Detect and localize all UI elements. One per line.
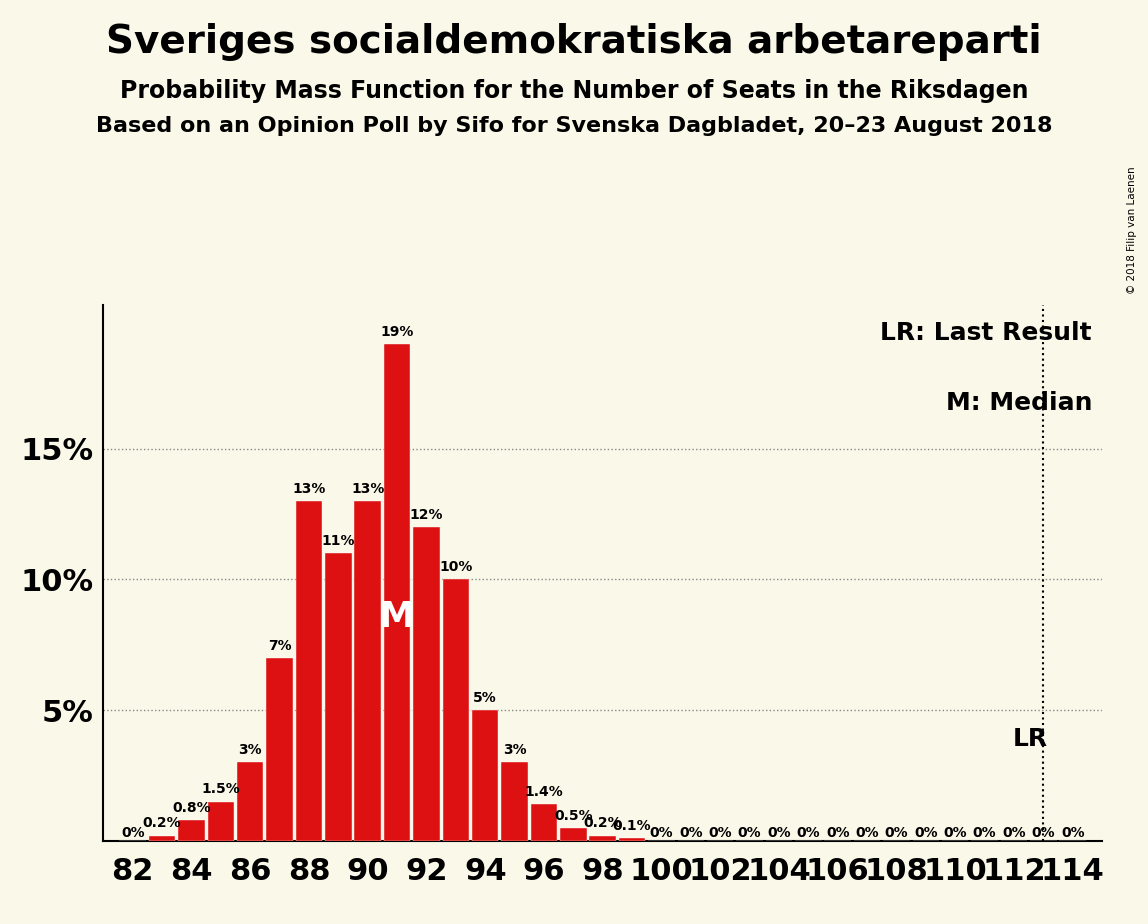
Text: Based on an Opinion Poll by Sifo for Svenska Dagbladet, 20–23 August 2018: Based on an Opinion Poll by Sifo for Sve…: [95, 116, 1053, 136]
Bar: [208, 802, 234, 841]
Bar: [560, 828, 587, 841]
Text: Sveriges socialdemokratiska arbetareparti: Sveriges socialdemokratiska arbetarepart…: [106, 23, 1042, 61]
Text: 0.8%: 0.8%: [172, 801, 211, 815]
Text: 3%: 3%: [239, 743, 262, 757]
Text: 0%: 0%: [708, 825, 732, 840]
Bar: [296, 501, 323, 841]
Text: Probability Mass Function for the Number of Seats in the Riksdagen: Probability Mass Function for the Number…: [119, 79, 1029, 103]
Text: 1.4%: 1.4%: [525, 785, 564, 799]
Bar: [472, 711, 498, 841]
Text: 3%: 3%: [503, 743, 527, 757]
Bar: [383, 344, 410, 841]
Text: 0%: 0%: [914, 825, 938, 840]
Text: 0.2%: 0.2%: [583, 817, 622, 831]
Text: LR: Last Result: LR: Last Result: [881, 321, 1092, 345]
Bar: [502, 762, 528, 841]
Text: M: M: [379, 601, 416, 634]
Bar: [149, 835, 176, 841]
Text: 0%: 0%: [1032, 825, 1055, 840]
Text: 0.1%: 0.1%: [613, 819, 651, 833]
Text: 11%: 11%: [321, 534, 355, 548]
Text: 12%: 12%: [410, 508, 443, 522]
Bar: [589, 835, 616, 841]
Text: 10%: 10%: [440, 560, 473, 574]
Text: 0%: 0%: [738, 825, 761, 840]
Text: 0%: 0%: [797, 825, 820, 840]
Text: 0.2%: 0.2%: [142, 817, 181, 831]
Bar: [413, 527, 440, 841]
Text: 13%: 13%: [351, 481, 385, 496]
Text: 0%: 0%: [678, 825, 703, 840]
Text: 1.5%: 1.5%: [201, 783, 240, 796]
Bar: [530, 804, 557, 841]
Bar: [443, 579, 470, 841]
Text: 0%: 0%: [855, 825, 879, 840]
Text: 5%: 5%: [473, 691, 497, 705]
Text: 0%: 0%: [825, 825, 850, 840]
Text: 0%: 0%: [944, 825, 967, 840]
Text: 0%: 0%: [972, 825, 996, 840]
Text: LR: LR: [1014, 727, 1048, 751]
Text: © 2018 Filip van Laenen: © 2018 Filip van Laenen: [1126, 166, 1137, 294]
Bar: [355, 501, 381, 841]
Text: 0%: 0%: [650, 825, 673, 840]
Bar: [619, 838, 645, 841]
Text: 19%: 19%: [380, 325, 413, 339]
Text: 0%: 0%: [767, 825, 791, 840]
Bar: [266, 658, 293, 841]
Bar: [178, 820, 204, 841]
Text: 0%: 0%: [1002, 825, 1026, 840]
Text: M: Median: M: Median: [946, 391, 1092, 415]
Text: 0%: 0%: [885, 825, 908, 840]
Text: 0%: 0%: [1061, 825, 1085, 840]
Text: 7%: 7%: [267, 638, 292, 652]
Text: 0.5%: 0.5%: [554, 808, 592, 822]
Bar: [325, 553, 351, 841]
Text: 0%: 0%: [121, 825, 145, 840]
Bar: [236, 762, 263, 841]
Text: 13%: 13%: [293, 481, 326, 496]
